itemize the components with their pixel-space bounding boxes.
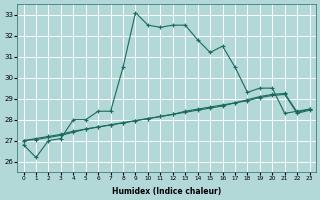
X-axis label: Humidex (Indice chaleur): Humidex (Indice chaleur): [112, 187, 221, 196]
